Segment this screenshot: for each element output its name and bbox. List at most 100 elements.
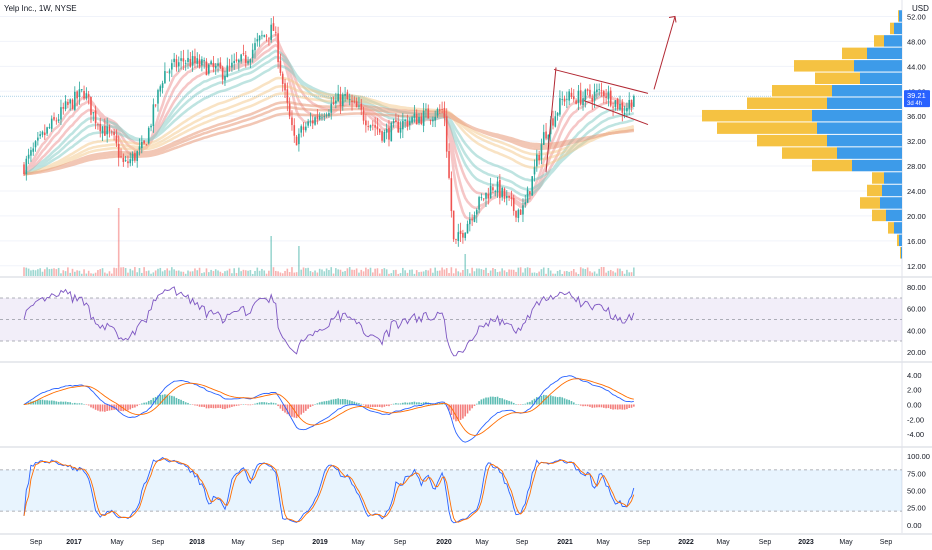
macd-histogram-bar <box>337 398 339 405</box>
volume-bar <box>180 271 182 276</box>
candle-body <box>526 189 529 203</box>
macd-histogram-bar <box>48 400 51 405</box>
profile-blue-bar <box>852 159 902 172</box>
candle-body <box>300 126 302 133</box>
candle-body <box>448 151 450 178</box>
macd-histogram-bar <box>117 404 120 411</box>
volume-bar <box>605 272 607 276</box>
macd-histogram-bar <box>376 404 379 407</box>
macd-histogram-bar <box>256 402 259 405</box>
macd-histogram-bar <box>159 394 162 405</box>
macd-histogram-bar <box>184 402 187 405</box>
macd-histogram-bar <box>286 404 289 415</box>
candle-body <box>113 131 115 136</box>
rsi-tick-label: 20.00 <box>907 348 926 357</box>
profile-yellow-bar <box>872 172 884 184</box>
volume-bar <box>177 270 180 276</box>
macd-histogram-bar <box>258 402 261 405</box>
candle-body <box>249 59 252 63</box>
volume-bar <box>122 267 125 276</box>
volume-bar <box>397 273 400 276</box>
macd-histogram-bar <box>224 404 226 410</box>
price-tag-countdown: 3d 4h <box>907 101 922 107</box>
volume-bar <box>395 269 397 276</box>
stoch-d-line <box>23 458 635 523</box>
candle-body <box>335 100 337 104</box>
candle-body <box>445 116 448 152</box>
volume-bar <box>78 270 81 276</box>
macd-histogram-bar <box>559 396 561 405</box>
candle-body <box>311 120 314 124</box>
macd-histogram-bar <box>87 404 90 406</box>
volume-bar <box>432 272 434 276</box>
volume-bar <box>171 267 173 276</box>
candle-body <box>402 121 404 130</box>
candle-body <box>552 118 554 126</box>
volume-bar <box>286 268 289 276</box>
candle-body <box>205 61 208 76</box>
candle-body <box>71 99 74 109</box>
macd-histogram-bar <box>251 404 254 405</box>
macd-histogram-bar <box>374 404 376 407</box>
candle-body <box>43 132 46 136</box>
macd-histogram-bar <box>593 404 596 408</box>
volume-bar <box>39 268 41 276</box>
stoch-tick-label: 25.00 <box>907 504 926 513</box>
profile-yellow-bar <box>874 35 884 47</box>
volume-bar <box>485 267 487 276</box>
volume-bar <box>173 269 175 276</box>
candle-body <box>626 108 628 112</box>
volume-bar <box>316 272 319 276</box>
volume-bar <box>189 271 192 276</box>
volume-bar <box>385 269 388 276</box>
candle-body <box>99 123 102 132</box>
macd-histogram-bar <box>150 399 152 405</box>
volume-bar <box>182 271 185 276</box>
macd-histogram-bar <box>34 400 37 405</box>
candle-body <box>554 116 557 127</box>
candle-body <box>487 194 490 199</box>
candle-body <box>34 141 37 148</box>
volume-bar <box>422 271 425 276</box>
candle-body <box>286 89 289 103</box>
macd-histogram-bar <box>616 404 619 410</box>
candle-body <box>593 91 596 101</box>
rsi-tick-label: 60.00 <box>907 305 926 314</box>
profile-yellow-bar <box>815 72 860 85</box>
volume-bar <box>413 273 416 276</box>
volume-bar <box>499 271 501 276</box>
volume-bar <box>330 267 333 276</box>
volume-bar <box>335 268 337 276</box>
volume-bar <box>293 272 296 276</box>
macd-histogram-bar <box>489 396 492 405</box>
volume-bar <box>94 272 97 276</box>
volume-bar <box>64 271 67 276</box>
macd-histogram-bar <box>261 402 263 405</box>
candle-body <box>457 232 460 242</box>
volume-bar <box>279 272 282 276</box>
profile-blue-bar <box>812 109 902 122</box>
macd-histogram-bar <box>198 404 201 407</box>
signal-line <box>23 378 634 436</box>
volume-bar <box>480 269 483 276</box>
volume-bar <box>505 272 508 276</box>
candle-body <box>309 120 312 122</box>
time-tick-label: Sep <box>394 539 407 546</box>
volume-bar <box>314 270 316 276</box>
volume-bar <box>344 271 346 276</box>
macd-histogram-bar <box>499 397 501 405</box>
candle-body <box>519 209 522 215</box>
volume-bar <box>545 273 547 276</box>
stoch-tick-label: 100.00 <box>907 452 930 461</box>
macd-histogram-bar <box>575 403 577 405</box>
macd-histogram-bar <box>529 401 531 405</box>
volume-bar <box>235 272 238 276</box>
volume-bar <box>274 270 277 276</box>
macd-panel <box>23 375 635 443</box>
volume-bar <box>210 269 212 276</box>
macd-histogram-bar <box>332 399 335 405</box>
volume-bar <box>37 269 39 276</box>
volume-bar <box>219 271 222 276</box>
macd-histogram-bar <box>189 404 192 405</box>
